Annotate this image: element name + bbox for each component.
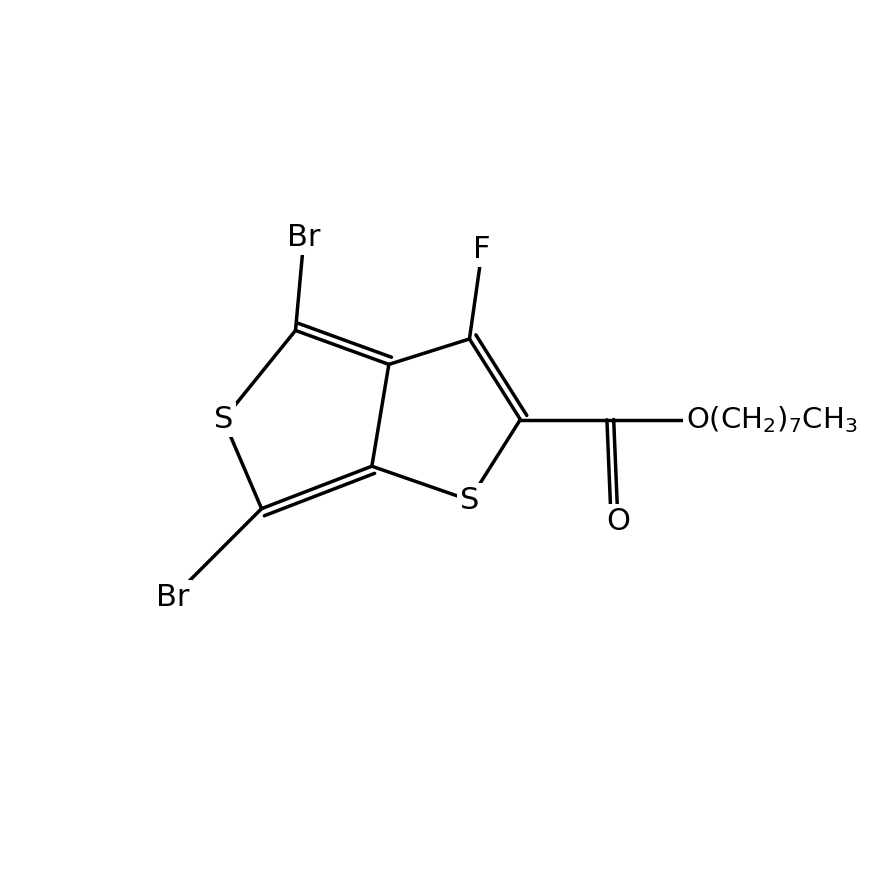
Text: O(CH$_2$)$_7$CH$_3$: O(CH$_2$)$_7$CH$_3$: [686, 404, 858, 435]
Text: Br: Br: [287, 222, 320, 252]
Text: F: F: [473, 235, 491, 264]
Text: O: O: [606, 507, 630, 536]
Text: S: S: [214, 405, 233, 434]
Text: S: S: [460, 486, 479, 514]
Text: Br: Br: [156, 583, 190, 612]
